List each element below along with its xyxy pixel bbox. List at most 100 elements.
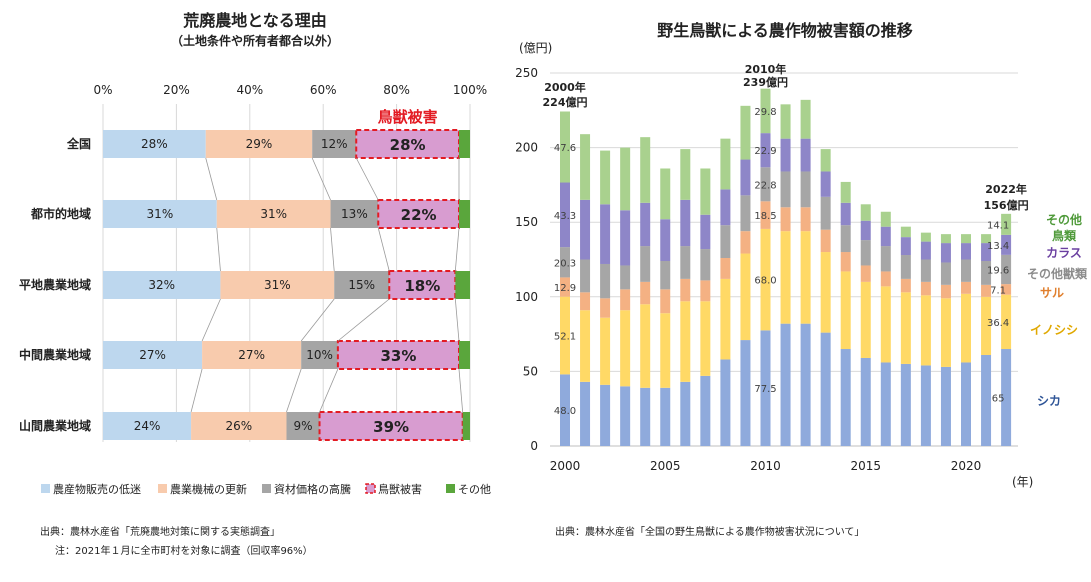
stacked-bar-segment (860, 281, 871, 358)
stacked-bar-segment (961, 259, 971, 282)
segment-data-label: 36.4 (987, 318, 1009, 329)
series-label: サル (1040, 286, 1064, 300)
bar-data-label: 24% (134, 419, 161, 433)
stacked-bar-segment (760, 88, 771, 134)
bar-data-label: 32% (148, 278, 175, 292)
stacked-bar-segment (680, 246, 691, 279)
stacked-bar-segment (720, 189, 731, 226)
segment-data-label: 68.0 (754, 276, 776, 287)
right-chart-bars: 48.0 52.1 12.9 20.3 43.3 47.6 77.5 68.0 18.5 22.8… (554, 88, 1012, 446)
stacked-bar-segment (680, 149, 691, 200)
stacked-bar-segment (580, 292, 591, 311)
legend-label: 農業機械の更新 (170, 482, 247, 496)
stacked-bar-segment (940, 262, 951, 285)
stacked-bar-segment (860, 357, 871, 446)
y-tick-label: 250 (515, 66, 538, 80)
legend-label: 資材価格の高騰 (274, 482, 351, 496)
stacked-bar-segment (700, 280, 711, 302)
callout-amount: 239億円 (743, 75, 788, 89)
stacked-bar-segment (600, 263, 611, 299)
stacked-bar-segment (820, 149, 831, 172)
stacked-bar-segment (560, 296, 570, 375)
stacked-bar-segment (940, 298, 951, 367)
stacked-bar-segment (620, 310, 631, 387)
legend-swatch (158, 484, 167, 493)
x-tick-label: 2010 (750, 459, 781, 473)
bar-segment (377, 199, 460, 229)
stacked-bar-segment (600, 298, 611, 318)
stacked-bar-segment (920, 281, 931, 296)
x-tick-label: 0% (93, 83, 112, 97)
stacked-bar-segment (740, 195, 751, 232)
bar-segment (220, 271, 335, 299)
stacked-bar-segment (961, 243, 971, 260)
connector-line (300, 298, 335, 342)
stacked-bar-segment (780, 104, 791, 139)
stacked-bar-segment (600, 384, 611, 446)
stacked-bar-segment (840, 225, 851, 253)
stacked-bar-segment (620, 265, 631, 290)
stacked-bar-segment (800, 99, 811, 139)
stacked-bar-segment (700, 249, 711, 281)
segment-data-label: 77.5 (754, 384, 776, 395)
stacked-bar-segment (920, 365, 931, 446)
connector-line (337, 298, 390, 342)
stacked-bar-segment (680, 301, 691, 382)
stacked-bar-segment (600, 150, 611, 205)
stacked-bar-segment (780, 231, 791, 324)
bar-data-label: 22% (401, 206, 437, 224)
connector-line (205, 157, 218, 201)
stacked-bar-segment (640, 281, 651, 305)
left-chart-title: 荒廃農地となる理由 (182, 11, 327, 30)
stacked-bar-segment (900, 237, 911, 256)
stacked-bar-segment (840, 271, 851, 350)
bar-data-label: 28% (141, 137, 168, 151)
stacked-bar-segment (560, 111, 570, 183)
segment-data-label: 47.6 (554, 143, 576, 154)
stacked-bar-segment (1001, 213, 1012, 235)
bar-segment (286, 412, 320, 440)
stacked-bar-segment (900, 278, 911, 293)
stacked-bar-segment (860, 240, 871, 266)
segment-data-label: 20.3 (554, 258, 576, 269)
bar-data-label: 26% (225, 419, 252, 433)
stacked-bar-segment (560, 182, 570, 248)
bar-data-label: 33% (380, 347, 416, 365)
stacked-bar-segment (760, 330, 771, 446)
x-tick-label: 100% (453, 83, 487, 97)
bar-segment (330, 200, 379, 228)
stacked-bar-segment (900, 255, 911, 279)
right-chart-y-unit: (億円) (519, 41, 552, 55)
left-chart-legend: 農産物販売の低迷 農業機械の更新 資材価格の高騰 鳥獣被害 その他 (41, 482, 491, 496)
stacked-bar-segment (780, 323, 791, 446)
segment-data-label: 22.8 (754, 180, 776, 191)
legend-swatch (262, 484, 271, 493)
callout-year: 2000年 (544, 80, 586, 94)
bar-segment (202, 341, 302, 369)
stacked-bar-segment (760, 228, 771, 331)
bar-segment (462, 412, 470, 440)
stacked-bar-segment (700, 214, 711, 250)
stacked-bar-segment (1001, 349, 1012, 446)
bar-data-label: 27% (238, 348, 265, 362)
connector-line (311, 157, 331, 201)
stacked-bar-segment (840, 349, 851, 446)
stacked-bar-segment (780, 207, 791, 232)
x-tick-label: 20% (163, 83, 190, 97)
stacked-bar-segment (760, 167, 771, 202)
stacked-bar-segment (660, 313, 671, 388)
stacked-bar-segment (920, 241, 931, 260)
stacked-bar-segment (920, 295, 931, 366)
stacked-bar-segment (700, 301, 711, 376)
stacked-bar-segment (660, 289, 671, 314)
x-tick-label: 2020 (951, 459, 982, 473)
bar-segment (312, 130, 357, 158)
y-tick-label: 100 (515, 290, 538, 304)
bar-data-label: 31% (264, 278, 291, 292)
stacked-bar-segment (760, 201, 771, 229)
stacked-bar-segment (880, 271, 891, 287)
left-chart-subtitle: （土地条件や所有者都合以外） (171, 33, 339, 48)
stacked-bar-segment (740, 105, 751, 160)
legend-label: その他 (458, 483, 491, 496)
stacked-bar-segment (880, 286, 891, 363)
